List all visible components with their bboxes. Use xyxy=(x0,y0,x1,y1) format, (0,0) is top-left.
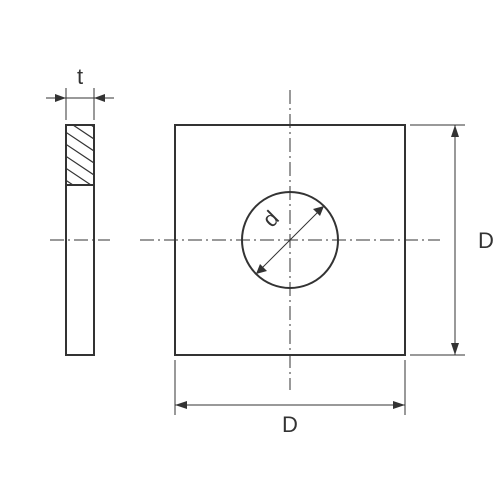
label-t: t xyxy=(77,64,83,89)
label-D-bottom: D xyxy=(282,412,298,437)
front-view: d D D xyxy=(140,90,494,437)
label-d: d xyxy=(258,206,284,232)
dim-thickness: t xyxy=(46,64,114,120)
label-D-right: D xyxy=(478,228,494,253)
dim-width-D: D xyxy=(175,360,405,437)
drawing-canvas: t d D xyxy=(0,0,500,500)
side-view: t xyxy=(46,64,114,355)
hatch-region xyxy=(52,87,112,211)
